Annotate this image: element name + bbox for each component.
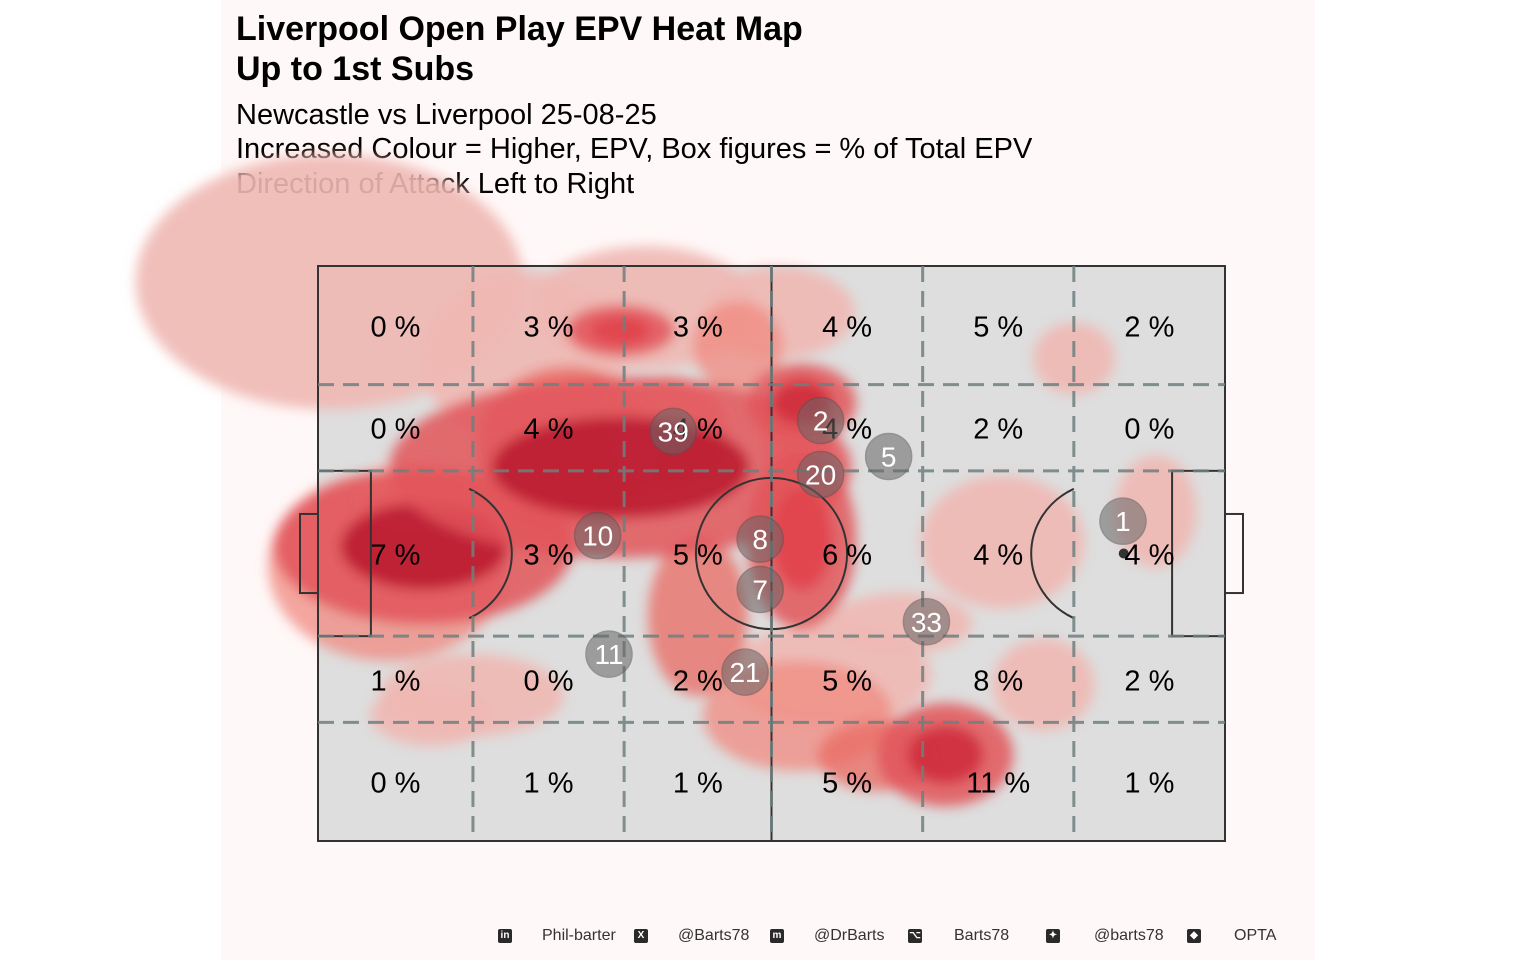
footer-link-label[interactable]: OPTA: [1234, 927, 1277, 944]
heat-base-region: [370, 684, 493, 746]
chart-subtitle-match: Newcastle vs Liverpool 25-08-25: [236, 99, 657, 131]
player-marker: 1: [1099, 497, 1147, 545]
zone-value-label: 4 %: [822, 311, 872, 343]
player-number-label: 11: [594, 639, 623, 670]
zone-value-label: 0 %: [370, 311, 420, 343]
player-markers: 39 2 5 20 1 10 8 7 33 11 21: [573, 396, 1147, 696]
zone-value-label: 0 %: [370, 414, 420, 446]
player-number-label: 20: [805, 459, 836, 490]
heat-base-region: [829, 593, 972, 655]
left-penalty-arc: [468, 487, 513, 620]
footer-link-label[interactable]: @Barts78: [678, 927, 750, 944]
zone-value-label: 6 %: [822, 540, 872, 572]
player-number-label: 5: [881, 441, 897, 472]
player-marker: 20: [796, 450, 845, 499]
zone-value-label: 1 %: [370, 665, 420, 697]
zone-value-label: 0 %: [1124, 414, 1174, 446]
player-marker: 8: [736, 515, 784, 563]
zone-value-label: 5 %: [973, 311, 1023, 343]
player-marker: 39: [649, 407, 697, 456]
heat-base-region: [921, 475, 1085, 609]
footer-link-label[interactable]: @barts78: [1094, 927, 1164, 944]
player-marker-circle: [649, 407, 697, 456]
dropbox-icon[interactable]: ◆: [1187, 929, 1201, 943]
player-marker-circle: [736, 515, 784, 563]
player-marker-circle: [796, 450, 845, 499]
zone-value-label: 4 %: [1124, 540, 1174, 572]
player-marker: 7: [736, 565, 784, 614]
footer-link-label[interactable]: Barts78: [954, 927, 1010, 944]
chart-title-line2: Up to 1st Subs: [236, 50, 475, 88]
zone-value-label: 1 %: [673, 768, 723, 800]
footer-link-label[interactable]: Phil-barter: [542, 927, 616, 944]
zone-value-label: 4 %: [973, 540, 1023, 572]
bluesky-icon[interactable]: ✦: [1046, 929, 1060, 943]
zone-value-label: 0 %: [370, 768, 420, 800]
player-number-label: 8: [752, 524, 768, 555]
left-goal: [299, 512, 319, 595]
player-marker: 10: [573, 511, 622, 560]
zone-value-label: 2 %: [973, 414, 1023, 446]
zone-value-label: 5 %: [822, 665, 872, 697]
zone-value-label: 3 %: [673, 311, 723, 343]
player-marker-circle: [1099, 497, 1147, 545]
zone-grid: [318, 266, 1225, 841]
zone-value-label: 5 %: [822, 768, 872, 800]
player-number-label: 21: [729, 657, 760, 688]
zone-value-label: 5 %: [673, 540, 723, 572]
zone-value-label: 3 %: [524, 540, 574, 572]
player-marker-circle: [796, 396, 845, 445]
footer-link-label[interactable]: @DrBarts: [814, 927, 885, 944]
player-marker: 21: [721, 648, 769, 696]
zone-value-label: 2 %: [1124, 311, 1174, 343]
right-goal: [1224, 512, 1244, 595]
right-penalty-arc: [1030, 487, 1075, 620]
player-marker-circle: [736, 565, 784, 614]
player-marker: 5: [864, 432, 913, 481]
heat-mid-region: [648, 536, 748, 696]
zone-value-label: 11 %: [966, 768, 1030, 800]
zone-value-label: 2 %: [1124, 665, 1174, 697]
x-icon[interactable]: X: [634, 929, 648, 943]
player-marker-circle: [573, 511, 622, 560]
zone-value-label: 1 %: [524, 768, 574, 800]
zone-value-label: 3 %: [524, 311, 574, 343]
penalty-spot: [1118, 548, 1129, 559]
zone-value-label: 8 %: [973, 665, 1023, 697]
player-marker-circle: [585, 630, 633, 678]
mastodon-icon[interactable]: m: [770, 929, 784, 943]
player-marker: 33: [902, 598, 951, 646]
heat-mid-region: [693, 301, 783, 391]
heat-peak: [771, 488, 832, 590]
zone-value-label: 0 %: [524, 665, 574, 697]
heat-base-region: [1033, 322, 1115, 395]
zone-value-label: 7 %: [370, 540, 420, 572]
player-number-label: 39: [658, 416, 689, 447]
chart-title: Liverpool Open Play EPV Heat Map: [236, 10, 803, 48]
player-marker-circle: [721, 648, 769, 696]
player-number-label: 1: [1115, 506, 1131, 537]
player-number-label: 33: [911, 607, 942, 638]
player-number-label: 7: [752, 574, 768, 605]
footer: in Phil-barter X @Barts78 m @DrBarts ⌥ Barts78 ✦…: [0, 925, 1536, 949]
heat-layer: [135, 154, 1197, 807]
heat-peak: [907, 726, 984, 784]
player-number-label: 2: [813, 406, 829, 437]
zone-value-label: 2 %: [673, 665, 723, 697]
player-number-label: 10: [582, 521, 613, 552]
player-marker: 2: [796, 396, 845, 445]
heat-base-region: [992, 638, 1095, 731]
player-marker: 11: [585, 630, 633, 678]
zone-value-label: 1 %: [1124, 768, 1174, 800]
heat-peak: [590, 316, 651, 346]
github-icon[interactable]: ⌥: [908, 929, 922, 943]
player-marker-circle: [902, 598, 951, 646]
linkedin-icon[interactable]: in: [498, 929, 512, 943]
zone-value-label: 4 %: [524, 414, 574, 446]
player-marker-circle: [864, 432, 913, 481]
